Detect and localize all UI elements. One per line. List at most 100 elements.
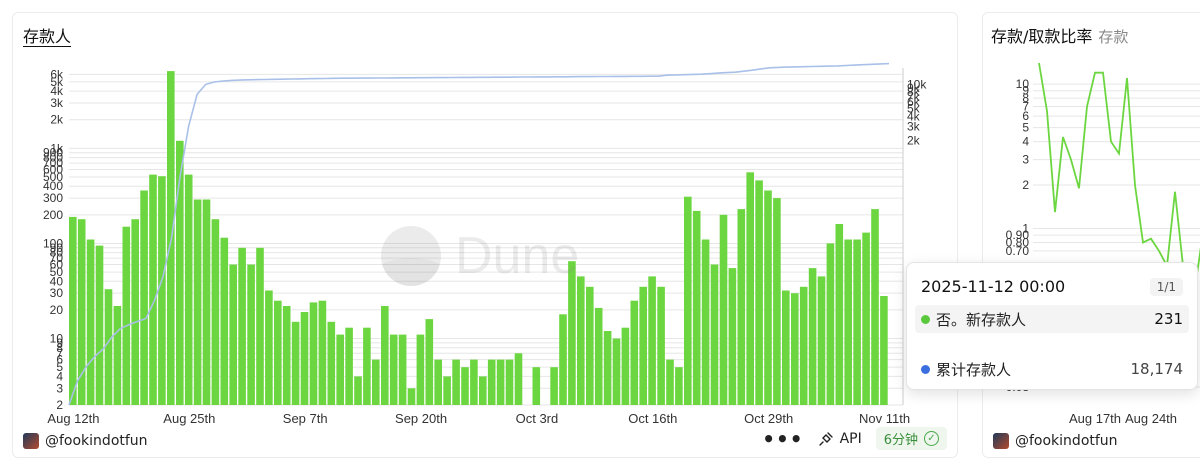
bar: [184, 174, 193, 405]
bar: [773, 198, 781, 405]
y-tick-label: 6: [1022, 109, 1029, 123]
y-tick-label: 100: [43, 236, 63, 250]
y-tick-label: 5: [56, 360, 63, 374]
bar: [238, 247, 246, 405]
bar: [808, 268, 817, 405]
x-tick-label: Oct 29th: [744, 411, 793, 426]
deposits-chart-card: 存款人 6k 5k 4k 3k 2k 1k 900 800 700 600 500 400 300 200…: [12, 12, 958, 458]
bar: [193, 199, 202, 405]
y-tick-label: 1: [1022, 222, 1029, 236]
y-tick-label: 5k: [50, 75, 64, 89]
y2-tick-label: 5k: [907, 101, 921, 115]
chart-title[interactable]: 存款人: [23, 27, 72, 46]
y-tick-label: 500: [43, 170, 63, 184]
bar: [514, 353, 523, 405]
y-tick-label: 3: [1022, 153, 1029, 167]
bar: [755, 180, 763, 405]
bar: [122, 226, 131, 405]
y-tick-label: 8: [56, 341, 63, 355]
y-tick-label: 10: [1016, 77, 1030, 91]
y-tick-label: 10: [50, 332, 64, 346]
bar: [568, 261, 576, 405]
bar: [505, 359, 514, 405]
bar: [844, 239, 852, 405]
series-dot-icon: [921, 314, 930, 324]
plug-icon: [818, 431, 833, 446]
y-tick-label: 8: [1022, 91, 1029, 105]
bar: [692, 210, 701, 405]
bar: [336, 334, 344, 405]
api-button[interactable]: API: [818, 431, 862, 447]
y-tick-label: 900: [43, 146, 63, 160]
bar: [675, 367, 683, 405]
bar: [149, 174, 157, 405]
ratio-author-name[interactable]: @fookindotfun: [1015, 433, 1118, 449]
refresh-time-label: 6分钟: [883, 433, 918, 448]
y2-tick-label: 8k: [907, 85, 921, 99]
cumulative-line: [68, 62, 890, 406]
bar: [612, 338, 621, 405]
bar: [701, 239, 710, 405]
bar: [470, 359, 478, 405]
tooltip-row-cumulative: 累计存款人 18,174: [915, 355, 1189, 383]
x-tick-label: Aug 12th: [47, 411, 99, 426]
author-footer[interactable]: @fookindotfun: [23, 433, 148, 449]
author-name[interactable]: @fookindotfun: [45, 433, 148, 449]
tooltip-count: 1/1: [1149, 277, 1183, 296]
bar: [862, 232, 870, 405]
chart-actions: ••• API 6分钟 ✓: [762, 427, 947, 450]
ratio-subtitle: 存款: [1098, 28, 1129, 46]
y2-tick-label: 7k: [907, 90, 921, 104]
bar: [282, 306, 291, 405]
bar: [345, 327, 353, 405]
bar: [586, 286, 594, 405]
y2-tick-label: 2k: [907, 133, 921, 147]
x-tick-label: Oct 3rd: [516, 411, 559, 426]
y-tick-label: 7: [1022, 99, 1029, 113]
bar: [211, 219, 220, 405]
bar: [354, 376, 362, 405]
ratio-author-footer[interactable]: @fookindotfun: [993, 433, 1118, 449]
y-tick-label: 6k: [50, 67, 64, 81]
bar: [372, 359, 380, 405]
dune-watermark: Dune: [381, 226, 579, 286]
bar: [594, 307, 603, 405]
bar: [496, 359, 505, 405]
bar: [532, 367, 541, 405]
bar: [300, 312, 309, 405]
y-tick-label: 9: [1022, 84, 1029, 98]
bar: [817, 276, 826, 405]
x-tick-label: Nov 11th: [859, 411, 910, 426]
ratio-chart-title[interactable]: 存款/取款比率 存款: [991, 23, 1128, 47]
bar: [577, 276, 585, 405]
check-icon: ✓: [924, 431, 939, 446]
bar: [202, 199, 211, 405]
y-tick-label: 4: [56, 369, 63, 383]
y-tick-label: 400: [43, 179, 63, 193]
bar: [407, 388, 416, 405]
bar: [131, 219, 139, 405]
y-tick-label: 3k: [50, 96, 64, 110]
y-tick-label: 4: [1022, 135, 1029, 149]
refresh-time-badge[interactable]: 6分钟 ✓: [875, 427, 947, 450]
bar: [309, 302, 318, 405]
ratio-title-text: 存款/取款比率: [991, 27, 1093, 46]
bar: [871, 209, 879, 405]
y-tick-label: 60: [50, 258, 64, 272]
bar: [826, 243, 835, 405]
more-options-button[interactable]: •••: [762, 426, 804, 451]
bar: [710, 264, 719, 405]
bar: [621, 327, 630, 405]
y-tick-label: 300: [43, 191, 63, 205]
bar: [69, 216, 77, 405]
bar: [657, 286, 665, 405]
bar: [443, 376, 451, 405]
bar: [630, 300, 639, 405]
bar: [666, 359, 674, 405]
tooltip-row-new-depositors: 否。新存款人 231: [915, 305, 1189, 333]
bar: [274, 300, 282, 405]
bar: [220, 237, 229, 405]
x-tick-label: Sep 20th: [395, 411, 447, 426]
y-tick-label: 50: [50, 265, 64, 279]
